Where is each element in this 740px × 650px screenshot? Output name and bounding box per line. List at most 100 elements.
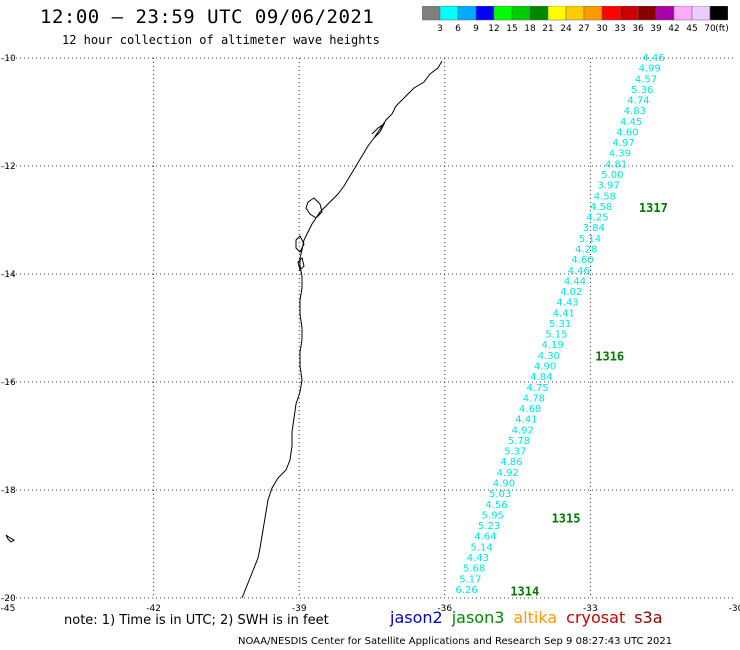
color-scale-label: 6 — [455, 24, 461, 34]
latitude-tick-label: -16 — [1, 378, 16, 388]
wave-height-value: 4.46 — [642, 53, 664, 64]
wave-height-value: 4.92 — [512, 425, 534, 436]
wave-height-value: 5.17 — [459, 574, 481, 585]
wave-height-value: 4.84 — [530, 372, 552, 383]
small-island — [5, 534, 15, 543]
wave-height-value: 5.23 — [478, 521, 500, 532]
wave-height-value: 4.60 — [616, 127, 638, 138]
wave-height-value: 4.41 — [553, 308, 575, 319]
longitude-tick-label: -45 — [1, 604, 16, 614]
wave-height-value: 4.78 — [523, 393, 545, 404]
color-scale-label: 42 — [668, 24, 679, 34]
wave-height-value: 5.68 — [463, 564, 485, 575]
mission-jason2: jason2 — [390, 608, 443, 627]
wave-height-value: 4.39 — [609, 149, 631, 160]
coastline — [241, 60, 443, 599]
latitude-tick-label: -14 — [1, 270, 16, 280]
wave-height-value: 4.57 — [635, 74, 657, 85]
mission-s3a: s3a — [634, 608, 663, 627]
latitude-tick-label: -12 — [1, 162, 16, 172]
page-title: 12:00 – 23:59 UTC 09/06/2021 — [40, 6, 375, 28]
wave-height-value: 4.83 — [624, 106, 646, 117]
wave-height-value: 4.90 — [534, 362, 556, 373]
color-scale-label: 33 — [614, 24, 625, 34]
wave-height-value: 5.14 — [579, 234, 601, 245]
wave-height-value: 4.74 — [627, 96, 649, 107]
pass-time-label: 1317 — [639, 201, 668, 215]
wave-height-value: 4.28 — [575, 244, 597, 255]
wave-height-value: 5.37 — [504, 447, 526, 458]
pass-time-labels: 1317 1316 1315 1314 — [510, 201, 668, 598]
wave-height-value: 4.86 — [500, 457, 522, 468]
wave-height-value: 5.14 — [470, 542, 492, 553]
wave-height-value: 4.44 — [564, 276, 586, 287]
color-scale-label: 27 — [578, 24, 589, 34]
color-scale-label: 36 — [632, 24, 644, 34]
color-scale-label: 15 — [506, 24, 517, 34]
longitude-tick-label: -30 — [729, 604, 740, 614]
map-frame — [8, 57, 736, 599]
color-scale-label: 12 — [488, 24, 499, 34]
wave-height-value: 5.36 — [631, 85, 653, 96]
wave-height-value: 4.43 — [556, 298, 578, 309]
wave-height-value: 4.58 — [590, 202, 612, 213]
wave-height-value: 4.64 — [474, 532, 496, 543]
latitude-tick-label: -10 — [1, 54, 16, 64]
wave-height-value: 4.68 — [519, 404, 541, 415]
wave-height-value: 5.15 — [545, 330, 567, 341]
color-scale-unit: (ft) — [715, 24, 728, 34]
color-scale-label: 45 — [686, 24, 697, 34]
mission-altika: altika — [513, 608, 558, 627]
color-scale-label: 39 — [650, 24, 662, 34]
mission-jason3: jason3 — [451, 608, 505, 627]
wave-height-value: 4.46 — [568, 266, 590, 277]
map-grid — [8, 58, 736, 598]
wave-height-value: 4.60 — [571, 255, 593, 266]
credit-line: NOAA/NESDIS Center for Satellite Applica… — [238, 636, 673, 647]
latitude-tick-label: -18 — [1, 486, 16, 496]
wave-height-value: 5.00 — [601, 170, 623, 181]
wave-height-value: 4.97 — [612, 138, 634, 149]
latitude-labels: -10 -12 -14 -16 -18 -20 — [1, 54, 16, 604]
color-scale-legend: 3 6 9 12 15 18 21 24 27 30 33 36 39 42 45 70 (ft) — [422, 6, 728, 34]
longitude-tick-label: -39 — [292, 604, 307, 614]
wave-height-value: 4.58 — [594, 191, 616, 202]
latitude-tick-label: -20 — [1, 594, 16, 604]
wave-height-value: 5.03 — [489, 489, 511, 500]
wave-height-value: 5.31 — [549, 319, 571, 330]
wave-height-value: 4.81 — [605, 159, 627, 170]
color-scale-label: 18 — [524, 24, 536, 34]
wave-height-value: 6.26 — [456, 585, 478, 596]
longitude-tick-label: -42 — [146, 604, 161, 614]
wave-height-value: 3.84 — [583, 223, 605, 234]
altimeter-track: 4.464.994.575.364.744.834.454.604.974.39… — [456, 53, 665, 596]
wave-height-value: 4.30 — [538, 351, 560, 362]
mission-legend: jason2 jason3 altika cryosat s3a — [390, 608, 672, 627]
color-swatch — [709, 6, 728, 21]
wave-height-value: 4.25 — [586, 213, 608, 224]
color-scale-label: 30 — [596, 24, 608, 34]
color-scale-label: 21 — [542, 24, 553, 34]
mission-cryosat: cryosat — [566, 608, 626, 627]
pass-time-label: 1316 — [595, 349, 624, 363]
pass-time-label: 1315 — [552, 511, 581, 525]
wave-height-value: 4.43 — [467, 553, 489, 564]
wave-height-value: 4.75 — [527, 383, 549, 394]
wave-height-value: 4.02 — [560, 287, 582, 298]
wave-height-value: 4.41 — [515, 415, 537, 426]
color-scale-label: 24 — [560, 24, 572, 34]
wave-height-value: 5.78 — [508, 436, 530, 447]
wave-height-value: 3.97 — [598, 181, 620, 192]
color-scale-label: 9 — [473, 24, 479, 34]
color-scale-label: 70 — [704, 24, 716, 34]
wave-height-value: 4.90 — [493, 479, 515, 490]
footnote: note: 1) Time is in UTC; 2) SWH is in fe… — [64, 613, 329, 628]
pass-time-label: 1314 — [510, 584, 539, 598]
color-scale-label: 3 — [437, 24, 443, 34]
wave-height-value: 4.92 — [497, 468, 519, 479]
longitude-tick-label: -36 — [437, 604, 452, 614]
page-subtitle: 12 hour collection of altimeter wave hei… — [62, 33, 380, 47]
wave-height-value: 4.45 — [620, 117, 642, 128]
wave-height-value: 4.19 — [541, 340, 563, 351]
